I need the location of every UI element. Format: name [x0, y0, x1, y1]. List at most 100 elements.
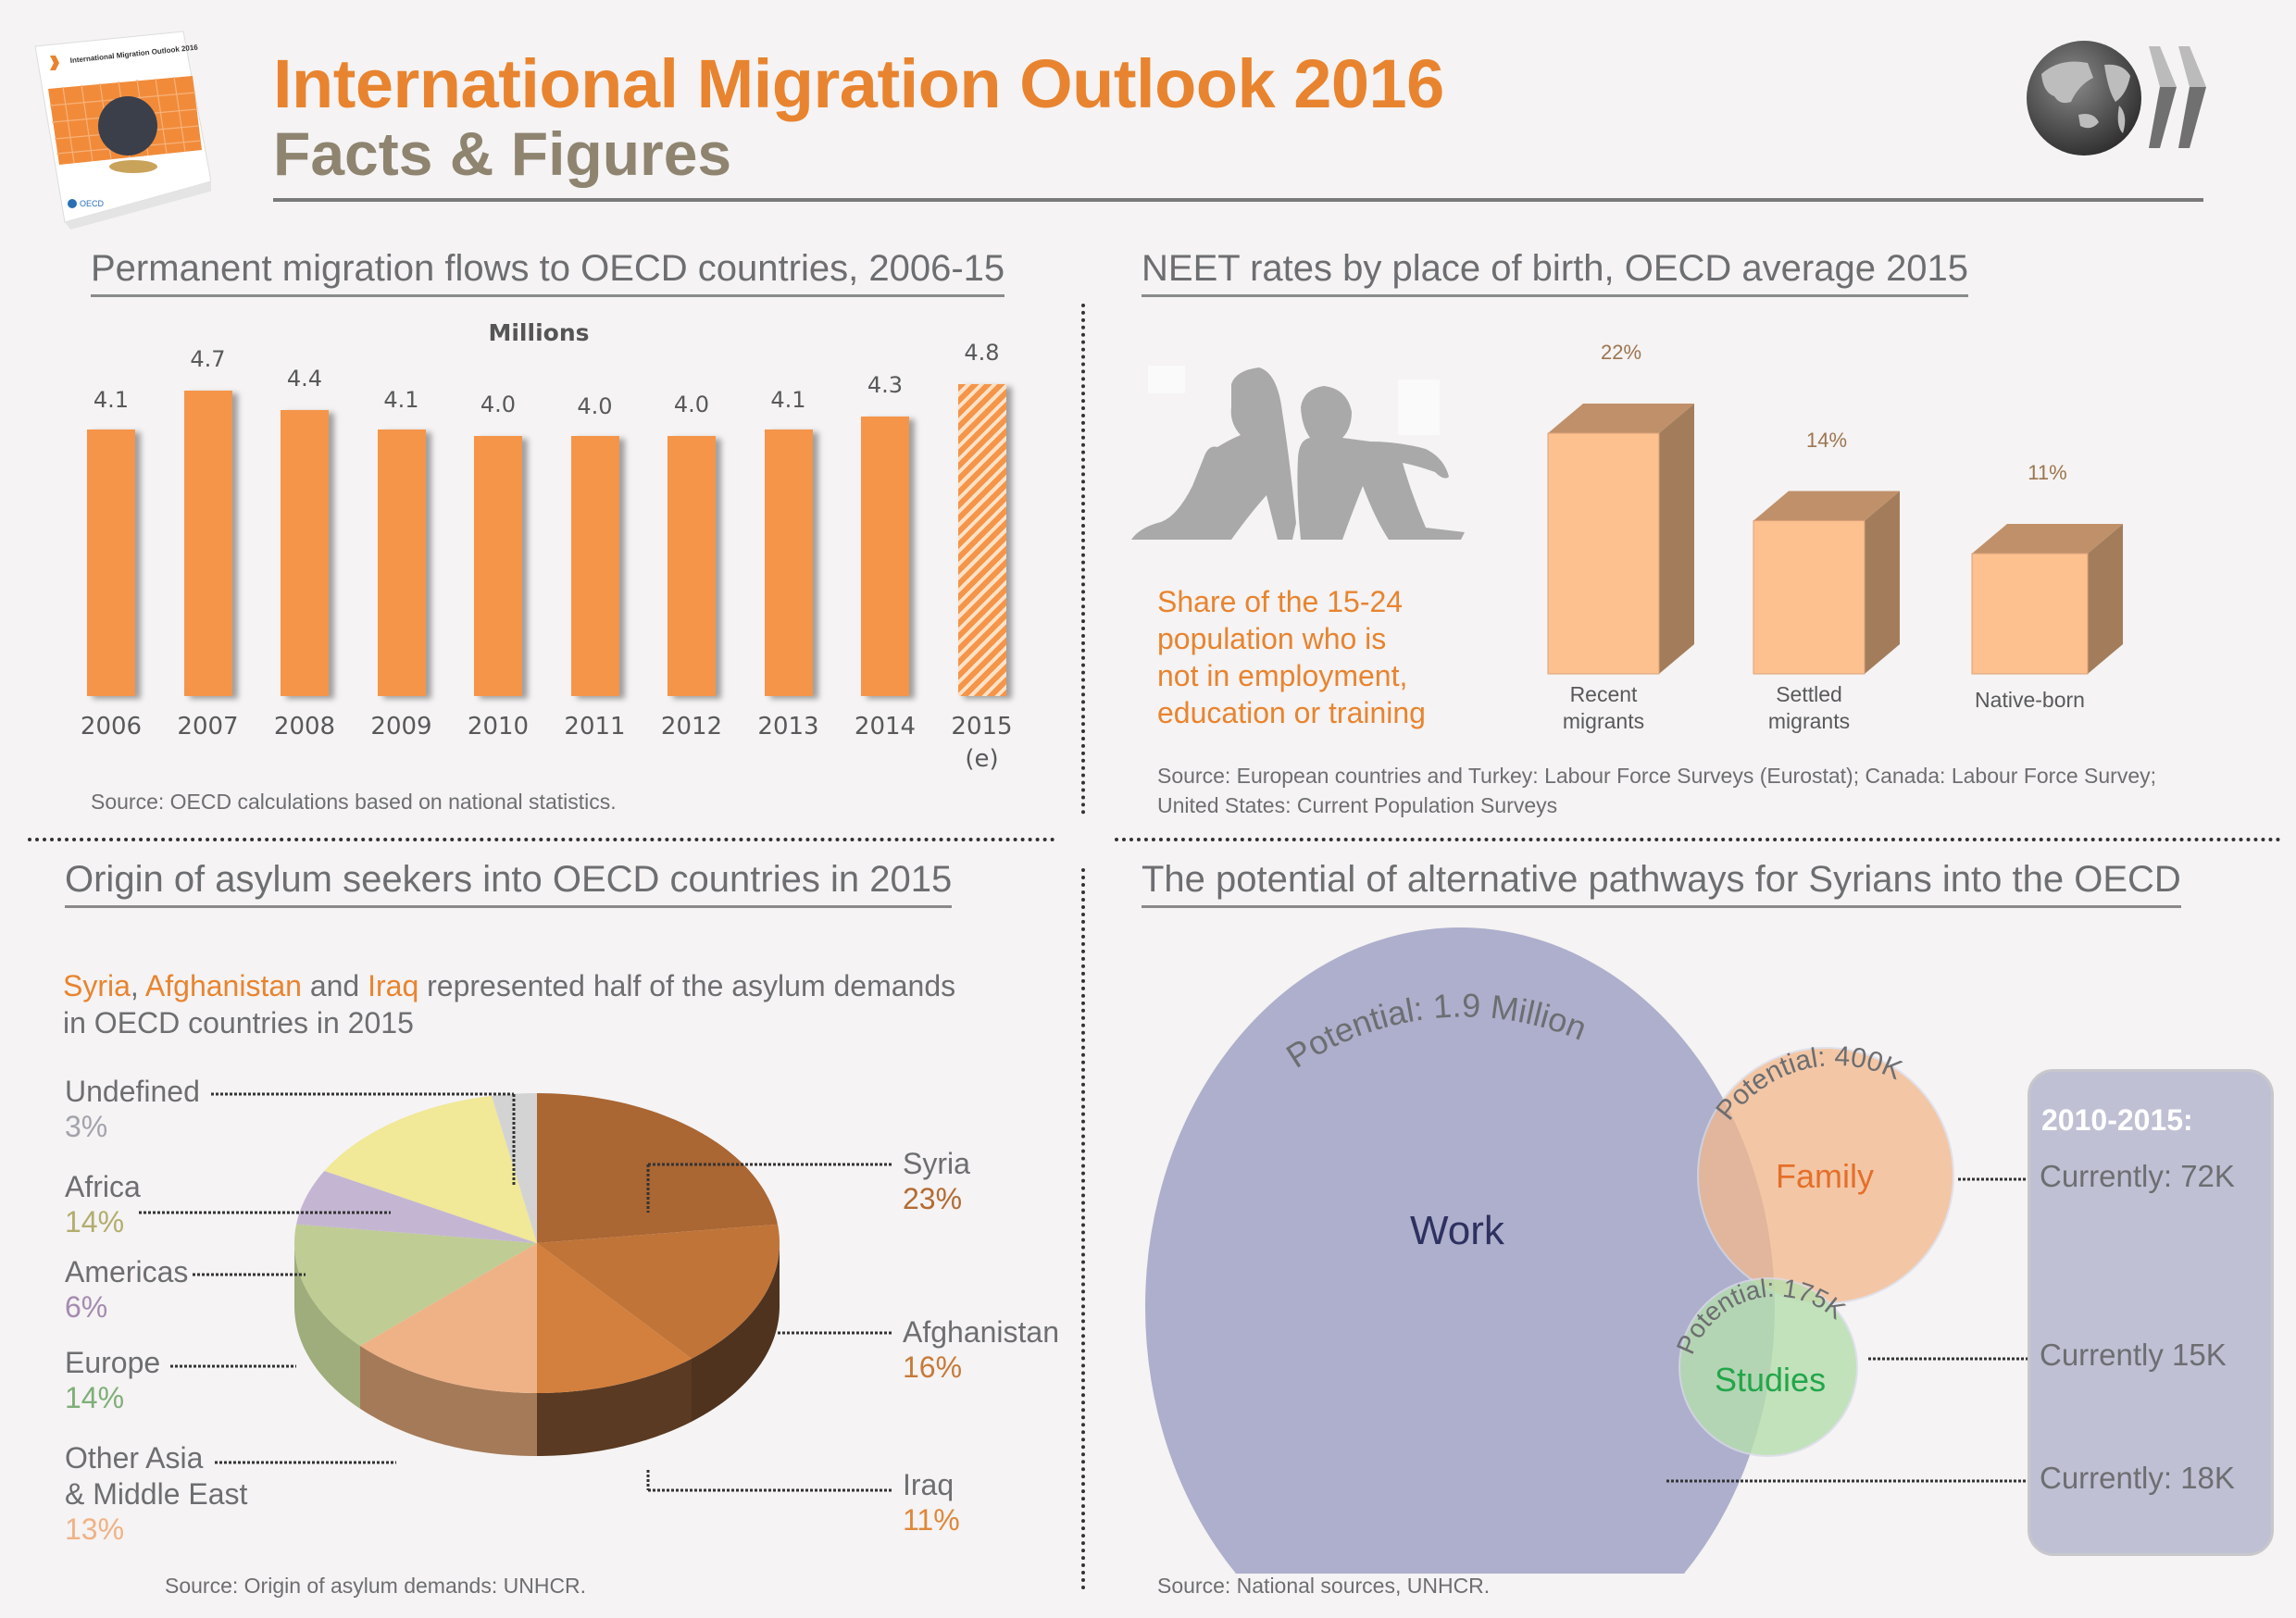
flows-x-tick-label: 2008 [273, 713, 336, 741]
pie-callout-percent: 13% [65, 1512, 125, 1547]
pie-callout-name: Syria [903, 1147, 970, 1180]
pathways-venn-diagram: Potential: 1.9 Million Potential: 400K P… [1145, 927, 2028, 1574]
neet-bar-native-born [1971, 524, 2123, 675]
pie-callout-syria: Syria 23% [903, 1146, 970, 1216]
highlight-syria: Syria [63, 969, 131, 1002]
pie-callout-name: Afghanistan [903, 1315, 1060, 1349]
current-values-panel [2028, 1069, 2274, 1556]
pie-callout-percent: 14% [65, 1381, 125, 1415]
highlight-afghanistan: Afghanistan [144, 969, 302, 1002]
pie-callout-name: Africa [65, 1170, 141, 1203]
flows-bar-2009 [377, 429, 426, 696]
panel-period-title: 2010-2015: [2041, 1103, 2193, 1137]
intro-sep: , [130, 969, 145, 1002]
header-divider [273, 198, 2203, 202]
studies-circle-label: Studies [1715, 1361, 1827, 1399]
pie-side-europe [294, 1243, 361, 1409]
neet-title: NEET rates by place of birth, OECD avera… [1142, 248, 1969, 297]
family-current-value: Currently: 72K [2040, 1159, 2235, 1193]
asylum-pie-chart [139, 1092, 893, 1492]
asylum-source: Source: Origin of asylum demands: UNHCR. [165, 1574, 587, 1598]
pie-callout-name: Iraq [903, 1468, 955, 1501]
oecd-logo [2023, 37, 2208, 157]
intro-sep: and [301, 969, 368, 1002]
family-circle-label: Family [1776, 1157, 1874, 1195]
report-cover-thumbnail: International Migration Outlook 2016 OEC… [26, 26, 213, 230]
pie-callout-name: Americas [65, 1255, 189, 1288]
pie-slice-africa [324, 1095, 537, 1243]
neet-bar-settled-migrants [1753, 491, 1900, 675]
horizontal-divider-left [28, 838, 1055, 841]
studies-current-value: Currently 15K [2040, 1338, 2227, 1372]
flows-unit-label: Millions [488, 319, 590, 346]
pie-slice-americas [296, 1170, 537, 1243]
page-subtitle: Facts & Figures [273, 119, 732, 188]
page-title: International Migration Outlook 2016 [273, 45, 1444, 122]
venn-circle-work [1145, 927, 1775, 1574]
venn-circle-studies [1678, 1277, 1858, 1457]
neet-value-label: 14% [1805, 428, 1848, 452]
pie-side-afghanistan [692, 1243, 780, 1422]
neet-description-line: education or training [1157, 696, 1426, 729]
flows-bar-2008 [281, 410, 329, 696]
neet-bars-svg [1547, 404, 2123, 675]
sitting-people-silhouette-icon [1120, 356, 1472, 546]
pie-callout-other-asia-middle-east: Other Asia & Middle East 13% [65, 1440, 247, 1547]
flows-source: Source: OECD calculations based on natio… [91, 790, 617, 814]
neet-description-line: population who is [1157, 622, 1387, 655]
neet-value-label: 22% [1600, 341, 1642, 364]
pie-slice-syria [537, 1093, 778, 1243]
pie-slice-other-asia-middle-east [360, 1243, 537, 1393]
pathways-source: Source: National sources, UNHCR. [1157, 1574, 1491, 1598]
pie-slice-europe [294, 1224, 537, 1346]
intro-text-line2: in OECD countries in 2015 [63, 1006, 414, 1039]
pie-callout-percent: 11% [903, 1503, 960, 1537]
pie-callout-africa: Africa 14% [65, 1169, 141, 1239]
pie-callout-percent: 23% [903, 1182, 963, 1216]
vertical-divider-bottom [1081, 868, 1085, 1590]
neet-category-label: Settled migrants [1767, 682, 1851, 733]
flows-x-tick-label: 2013 [757, 713, 819, 741]
pie-callout-percent: 3% [65, 1110, 108, 1144]
flows-value-label: 4.1 [93, 387, 130, 414]
neet-source: Source: European countries and Turkey: L… [1157, 761, 2156, 820]
flows-bar-2013 [764, 429, 813, 696]
pie-callout-name: Undefined [65, 1075, 200, 1108]
flows-bar-2015e [957, 383, 1006, 696]
flows-x-tick-label: 2007 [177, 713, 239, 741]
neet-description-line: not in employment, [1157, 659, 1408, 692]
chevron-right-icon-2 [2178, 46, 2206, 87]
pie-callout-name: Other Asia [65, 1441, 204, 1475]
neet-description: Share of the 15-24 population who is not… [1157, 583, 1426, 731]
pie-callout-percent: 6% [65, 1290, 108, 1325]
neet-description-line: Share of the 15-24 [1157, 585, 1404, 618]
flows-title: Permanent migration flows to OECD countr… [91, 248, 1005, 297]
flows-x-tick-label: 2015 (e) [951, 713, 1013, 774]
highlight-iraq: Iraq [368, 969, 419, 1002]
flows-value-label: 4.0 [673, 392, 710, 418]
asylum-title: Origin of asylum seekers into OECD count… [65, 859, 953, 908]
flows-value-label: 4.3 [867, 372, 904, 399]
flows-bar-2014 [861, 417, 909, 696]
pie-callout-americas: Americas 6% [65, 1254, 188, 1325]
flows-value-label: 4.0 [577, 393, 613, 420]
flows-x-tick-label: 2010 [467, 713, 530, 741]
flows-value-label: 4.4 [286, 366, 323, 392]
neet-value-label: 11% [2028, 461, 2067, 484]
flows-x-tick-label: 2009 [370, 713, 432, 741]
intro-text: represented half of the asylum demands [418, 969, 956, 1002]
flows-x-tick-label: 2011 [564, 713, 626, 741]
neet-3d-bar-chart: 22% Recent migrants 14% Settled migrants 11% Na… [1547, 341, 2123, 733]
cover-publisher: OECD [80, 199, 105, 208]
neet-source-line: Source: European countries and Turkey: L… [1157, 764, 2157, 788]
flows-x-tick-label: 2014 [854, 713, 917, 741]
flows-bar-2007 [183, 391, 232, 696]
flows-value-label: 4.7 [190, 346, 226, 372]
pathways-title: The potential of alternative pathways fo… [1142, 859, 2181, 908]
neet-category-label: Native-born [1975, 688, 2085, 712]
pie-callout-europe: Europe 14% [65, 1345, 160, 1415]
pie-callout-name: Europe [65, 1346, 161, 1379]
flows-value-label: 4.8 [964, 339, 1000, 366]
pie-callout-name: & Middle East [65, 1477, 248, 1512]
pie-side-iraq [537, 1358, 693, 1456]
